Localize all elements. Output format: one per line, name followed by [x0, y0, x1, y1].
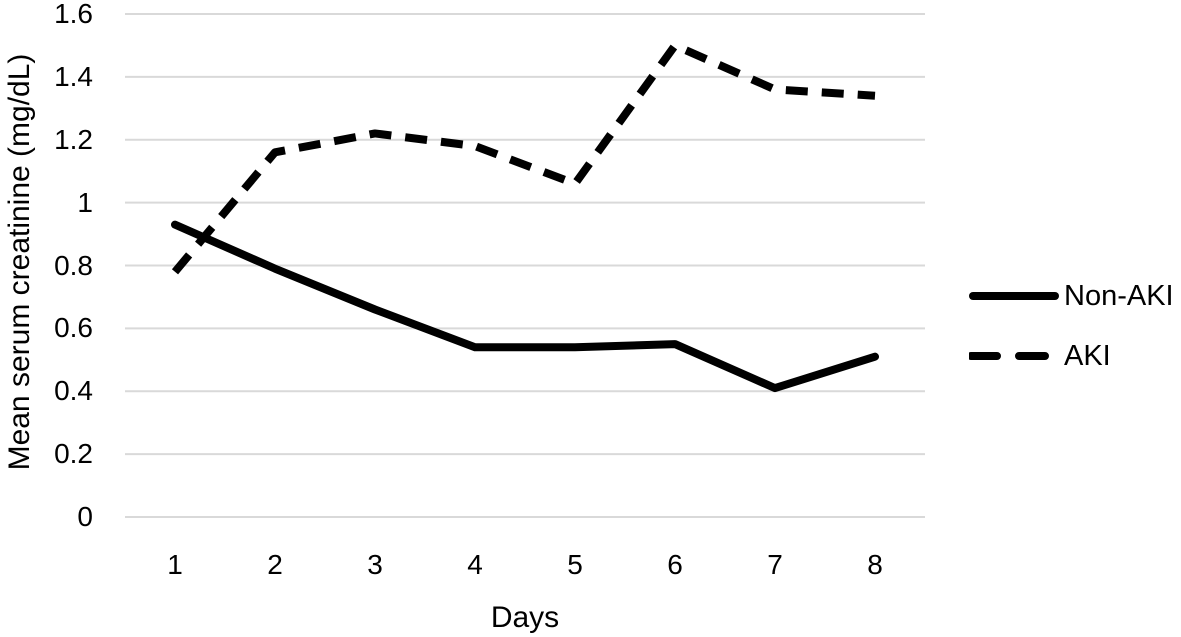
x-axis-title: Days: [490, 601, 560, 634]
y-tick-label: 0.6: [54, 312, 93, 344]
x-tick-label: 5: [567, 549, 583, 580]
x-tick-label: 7: [767, 549, 783, 580]
y-tick-label: 1: [77, 186, 93, 218]
legend-label-aki: AKI: [1064, 340, 1111, 372]
legend-label-non-aki: Non-AKI: [1064, 280, 1174, 312]
y-tick-label: 1.4: [54, 60, 93, 92]
y-tick-label: 1.6: [54, 0, 93, 29]
x-tick-label: 1: [167, 549, 183, 580]
x-tick-label: 8: [867, 549, 883, 580]
y-tick-label: 0.2: [54, 438, 93, 470]
y-tick-label: 1.2: [54, 123, 93, 155]
y-tick-label: 0.8: [54, 249, 93, 281]
series-line-aki: [171, 41, 876, 275]
x-tick-label: 6: [667, 549, 683, 580]
solid-line-swatch: [969, 292, 1059, 300]
y-tick-label: 0.4: [54, 375, 93, 407]
x-tick-label: 3: [367, 549, 383, 580]
x-tick-label: 2: [267, 549, 283, 580]
dashed-line-swatch: [969, 352, 1053, 360]
series-line-non-aki: [171, 220, 879, 393]
x-tick-label: 4: [467, 549, 483, 580]
legend-item-aki: AKI: [969, 341, 1174, 371]
legend: Non-AKI AKI: [969, 281, 1174, 401]
y-tick-label: 0: [77, 501, 93, 532]
legend-item-non-aki: Non-AKI: [969, 281, 1174, 311]
